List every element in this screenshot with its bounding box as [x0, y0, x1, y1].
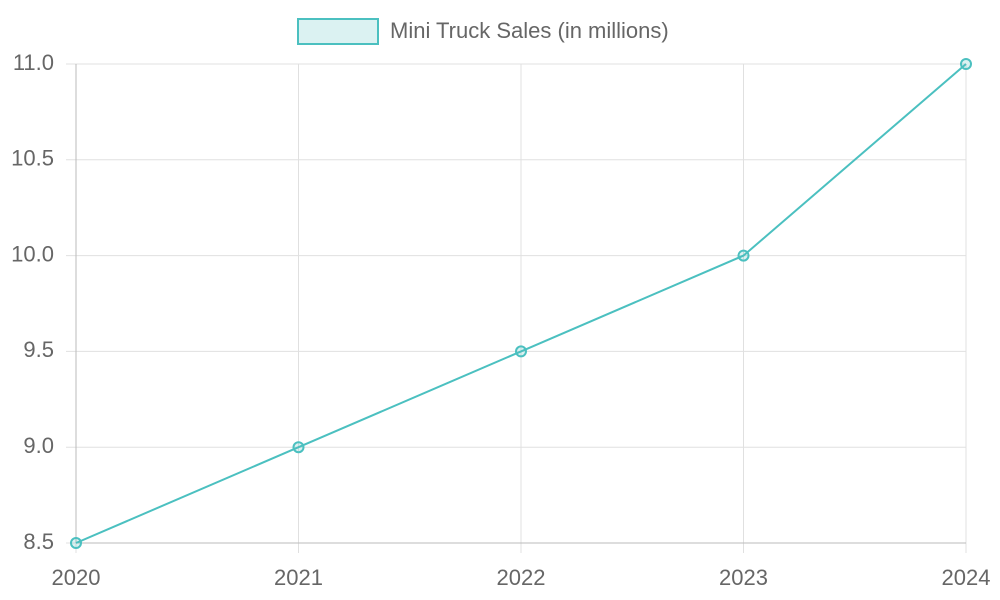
point: [70, 537, 82, 549]
x-tick-label: 2022: [497, 565, 546, 590]
y-tick-label: 10.0: [11, 241, 54, 266]
point: [737, 249, 750, 262]
y-tick-label: 9.0: [23, 433, 54, 458]
y-tick-label: 11.0: [13, 50, 54, 75]
y-tick-label: 10.5: [11, 146, 54, 171]
y-tick-label: 8.5: [23, 529, 54, 554]
line: [75, 63, 967, 544]
x-tick-label: 2023: [719, 565, 768, 590]
x-tick-label: 2020: [52, 565, 101, 590]
y-tick-label: 9.5: [23, 337, 54, 362]
legend-swatch: [297, 18, 379, 45]
point: [515, 345, 527, 358]
x-tick-label: 2021: [274, 565, 323, 590]
point: [292, 441, 305, 454]
point: [960, 58, 972, 70]
legend-label: Mini Truck Sales (in millions): [390, 18, 669, 43]
x-tick-label: 2024: [942, 565, 991, 590]
